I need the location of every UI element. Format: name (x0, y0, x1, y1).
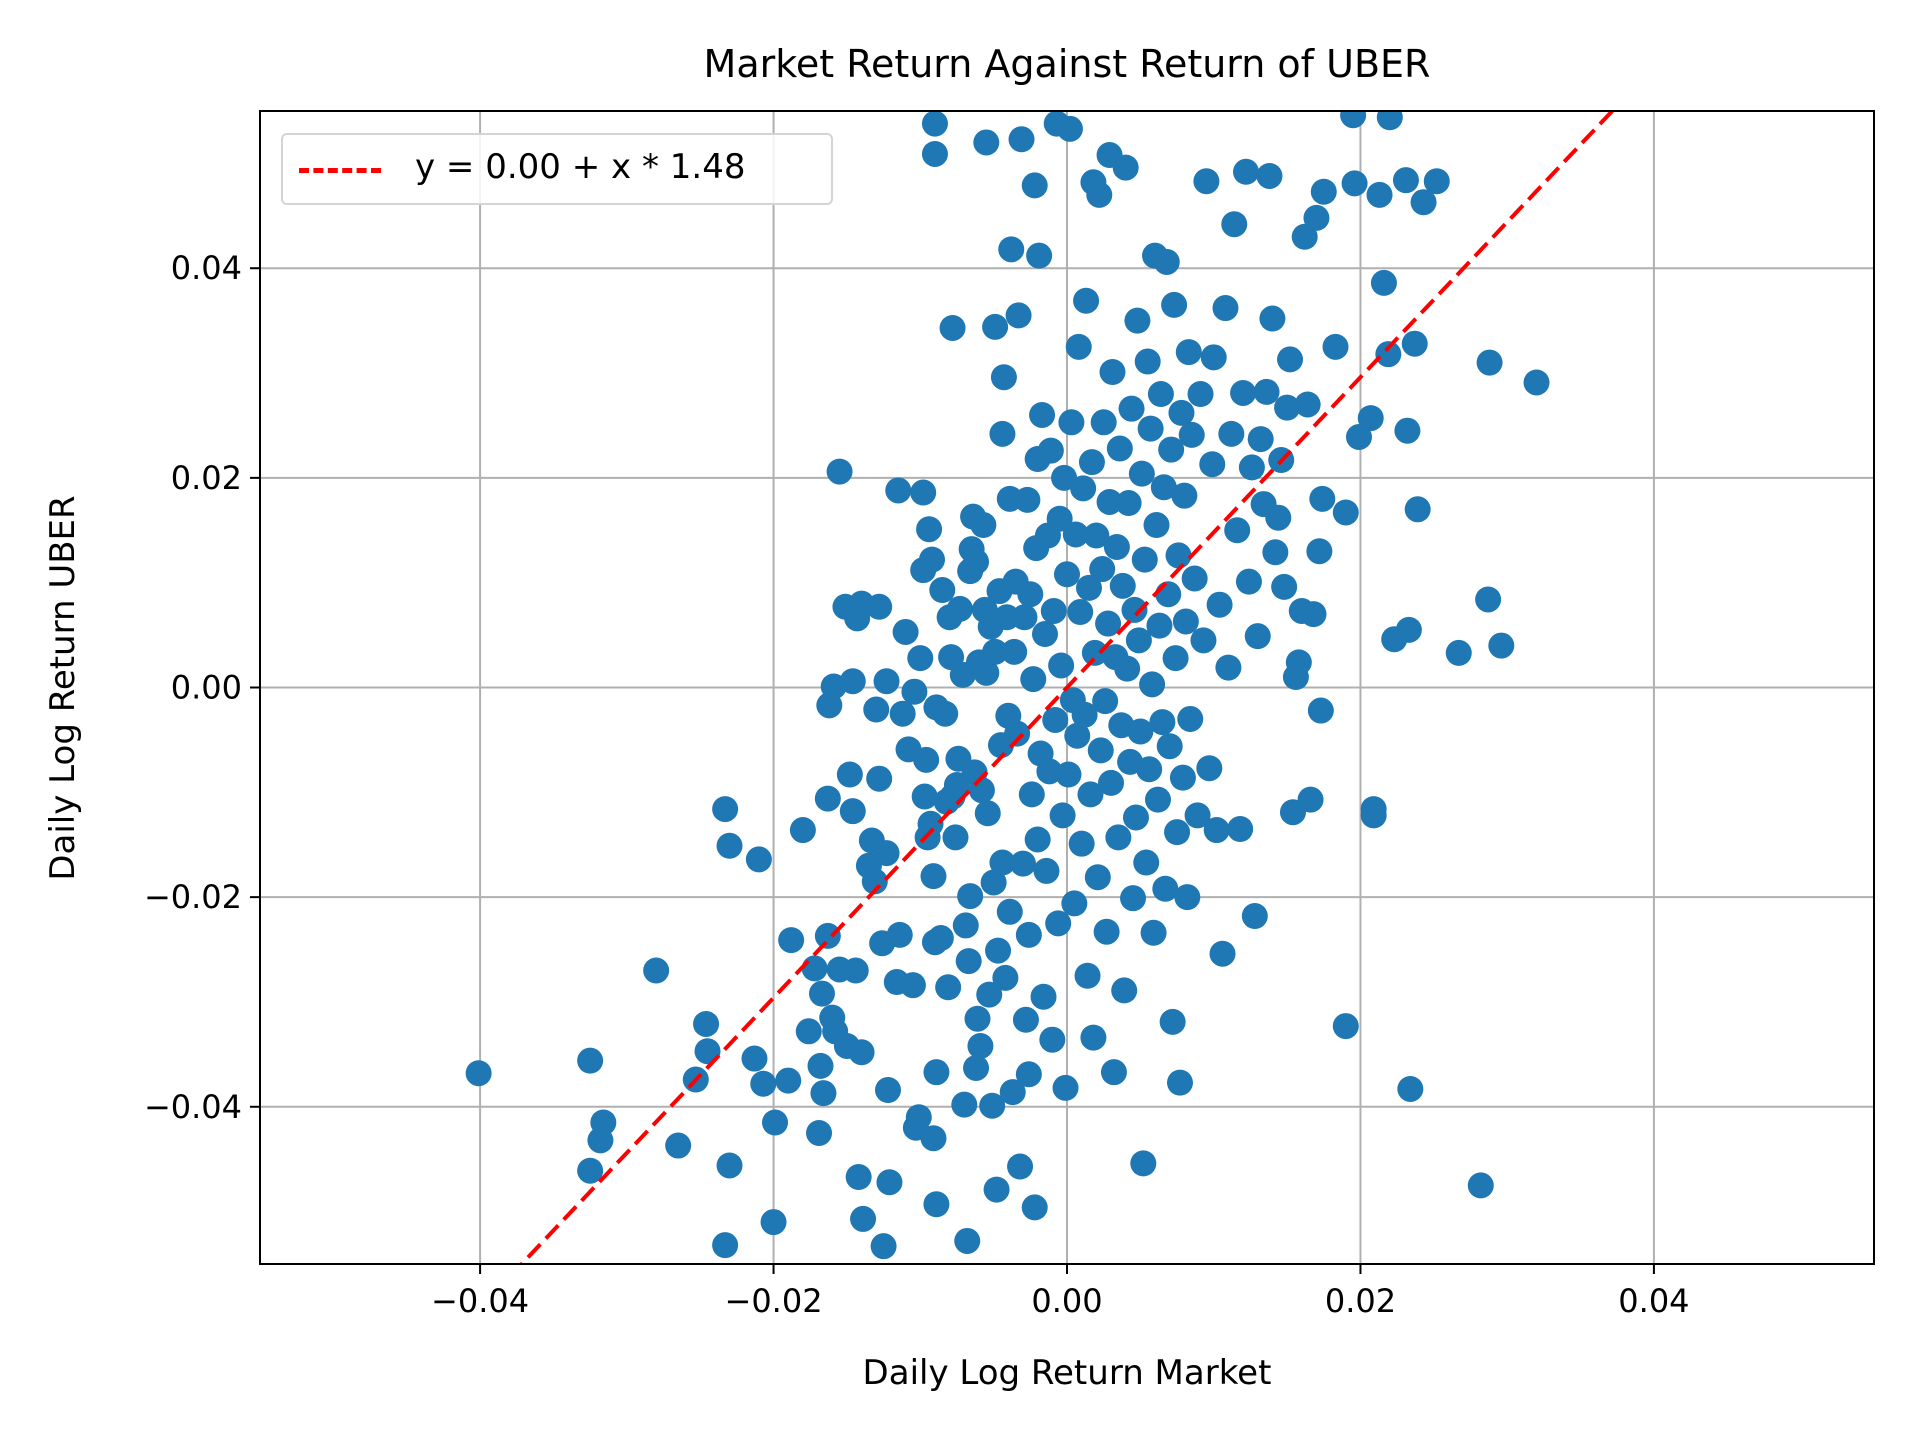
chart-title: Market Return Against Return of UBER (703, 42, 1431, 86)
x-tick-label: 0.04 (1618, 1282, 1689, 1320)
x-tick-label: −0.02 (725, 1282, 823, 1320)
y-tick-label: −0.02 (144, 878, 242, 916)
data-points (465, 111, 1550, 1260)
y-axis-ticks: −0.04 −0.02 0.00 0.02 0.04 (144, 249, 260, 1126)
x-axis-label: Daily Log Return Market (863, 1353, 1272, 1393)
y-axis-label: Daily Log Return UBER (43, 495, 83, 880)
legend: y = 0.00 + x * 1.48 (281, 133, 833, 205)
y-tick-label: −0.04 (144, 1088, 242, 1126)
legend-label: y = 0.00 + x * 1.48 (415, 147, 746, 187)
y-tick-label: 0.04 (171, 249, 242, 287)
x-tick-label: −0.04 (431, 1282, 529, 1320)
y-tick-label: 0.02 (171, 459, 242, 497)
y-tick-label: 0.00 (171, 669, 242, 707)
dashed-line-swatch-icon (299, 168, 381, 173)
regression-line (518, 111, 1616, 1264)
x-tick-label: 0.02 (1325, 1282, 1396, 1320)
x-tick-label: 0.00 (1031, 1282, 1102, 1320)
x-axis-ticks: −0.04 −0.02 0.00 0.02 0.04 (431, 1264, 1690, 1320)
